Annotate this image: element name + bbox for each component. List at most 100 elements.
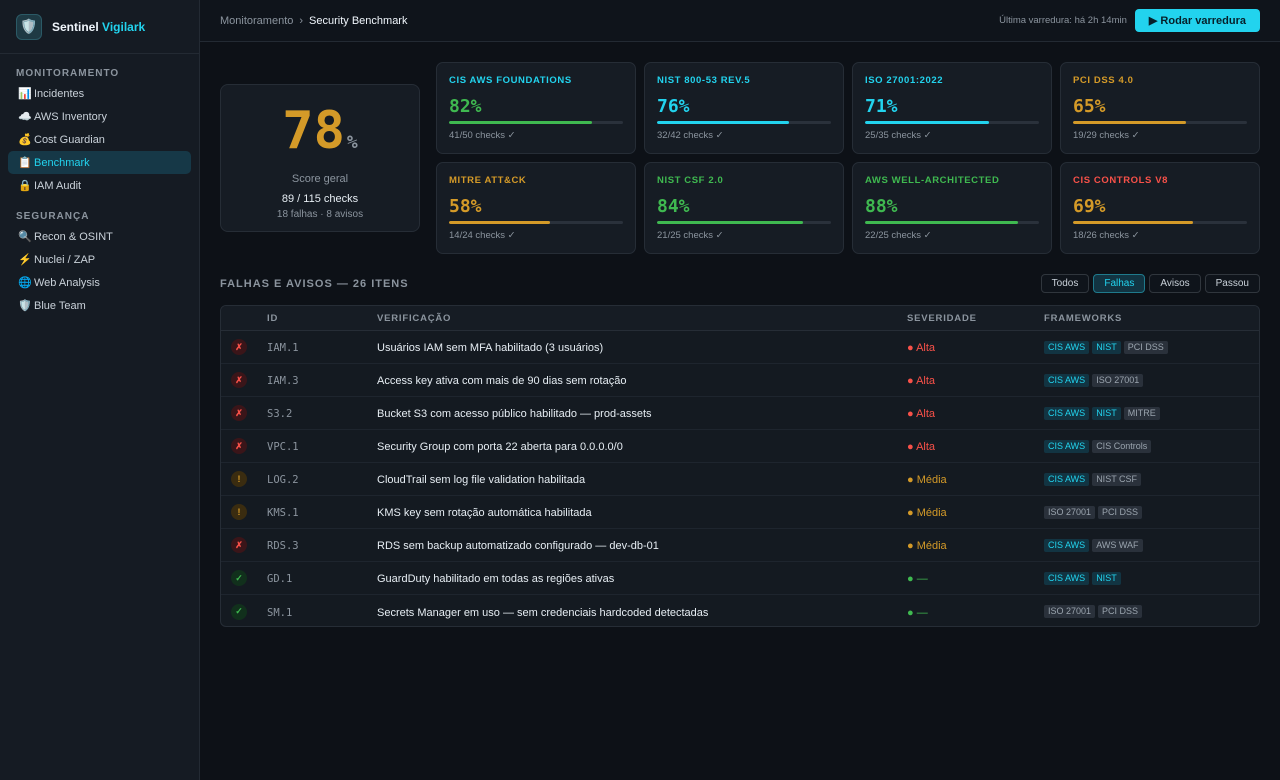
table-row[interactable]: ✗ RDS.3 RDS sem backup automatizado config… <box>221 529 1259 562</box>
frameworks-cell: ISO 27001 PCI DSS <box>1044 605 1259 618</box>
sidebar-item-incidentes[interactable]: 📊 Incidentes <box>8 82 191 105</box>
id-cell: LOG.2 <box>267 472 377 486</box>
fail-x-icon: ✗ <box>231 537 247 553</box>
id-cell: KMS.1 <box>267 505 377 519</box>
id-cell: IAM.3 <box>267 373 377 387</box>
sidebar-item-recon-osint[interactable]: 🔍 Recon & OSINT <box>8 225 191 248</box>
framework-card[interactable]: NIST CSF 2.0 84% 21/25 checks ✓ <box>644 162 844 254</box>
framework-progress-bar <box>865 221 1039 224</box>
framework-card[interactable]: PCI DSS 4.0 65% 19/29 checks ✓ <box>1060 62 1260 154</box>
check-cell: Bucket S3 com acesso público habilitado … <box>377 406 907 420</box>
column-severity[interactable]: SEVERIDADE <box>907 312 977 324</box>
framework-checks: 32/42 checks ✓ <box>657 130 724 141</box>
framework-progress-bar <box>1073 121 1247 124</box>
framework-name: ISO 27001:2022 <box>865 75 944 86</box>
check-id: RDS.3 <box>267 540 299 552</box>
frameworks-cell: ISO 27001 PCI DSS <box>1044 505 1259 519</box>
table-row[interactable]: ✗ S3.2 Bucket S3 com acesso público habili… <box>221 397 1259 430</box>
status-cell: ! <box>221 504 267 520</box>
severity-cell: ● Média <box>907 472 1044 486</box>
table-row[interactable]: ✓ GD.1 GuardDuty habilitado em todas as re… <box>221 562 1259 595</box>
id-cell: S3.2 <box>267 406 377 420</box>
run-scan-button[interactable]: ▶ Rodar varredura <box>1134 9 1260 32</box>
framework-card[interactable]: CIS AWS FOUNDATIONS 82% 41/50 checks ✓ <box>436 62 636 154</box>
framework-tag: NIST CSF <box>1092 472 1142 486</box>
table-row[interactable]: ✓ SM.1 Secrets Manager em uso — sem creden… <box>221 595 1259 626</box>
framework-score: 71% <box>865 96 898 117</box>
sidebar-item-label: Recon & OSINT <box>34 230 113 243</box>
severity-badge: ● Média <box>907 507 947 519</box>
framework-tag: MITRE <box>1123 406 1160 420</box>
status-cell: ✗ <box>221 438 267 454</box>
status-cell: ✗ <box>221 339 267 355</box>
filter-passou[interactable]: Passou <box>1204 274 1260 293</box>
iam-audit-icon: 🔒 <box>18 180 32 192</box>
sidebar-item-blue-team[interactable]: 🛡️ Blue Team <box>8 294 191 317</box>
brand[interactable]: 🛡️ Sentinel Vigilark <box>0 0 199 54</box>
cost-guardian-icon: 💰 <box>18 134 32 146</box>
framework-score: 82% <box>449 96 482 117</box>
framework-name: AWS WELL-ARCHITECTED <box>865 175 1000 186</box>
framework-cards: CIS AWS FOUNDATIONS 82% 41/50 checks ✓ NIST… <box>436 62 1260 254</box>
sidebar-item-iam-audit[interactable]: 🔒 IAM Audit <box>8 174 191 197</box>
framework-tag: CIS Controls <box>1092 439 1152 453</box>
check-description: RDS sem backup automatizado configurado … <box>377 540 659 552</box>
table-row[interactable]: ✗ IAM.3 Access key ativa com mais de 90 di… <box>221 364 1259 397</box>
recon-osint-icon: 🔍 <box>18 231 32 243</box>
web-analysis-icon: 🌐 <box>18 277 32 289</box>
check-id: IAM.1 <box>267 342 299 354</box>
framework-progress-bar <box>657 121 831 124</box>
warning-icon: ! <box>231 504 247 520</box>
framework-checks: 22/25 checks ✓ <box>865 230 932 241</box>
framework-card[interactable]: ISO 27001:2022 71% 25/35 checks ✓ <box>852 62 1052 154</box>
severity-cell: ● Alta <box>907 340 1044 354</box>
column-frameworks: FRAMEWORKS <box>1044 312 1123 324</box>
fail-x-icon: ✗ <box>231 438 247 454</box>
framework-tag: CIS AWS <box>1044 538 1090 552</box>
table-row[interactable]: ✗ VPC.1 Security Group com porta 22 aberta… <box>221 430 1259 463</box>
framework-name: PCI DSS 4.0 <box>1073 75 1134 86</box>
table-row[interactable]: ! LOG.2 CloudTrail sem log file validation… <box>221 463 1259 496</box>
filter-todos[interactable]: Todos <box>1040 274 1090 293</box>
severity-badge: ● Alta <box>907 342 936 354</box>
check-icon: ✓ <box>231 570 247 586</box>
warning-icon: ! <box>231 471 247 487</box>
sidebar-item-label: AWS Inventory <box>34 110 107 123</box>
framework-name: NIST CSF 2.0 <box>657 175 724 186</box>
breadcrumb-parent[interactable]: Monitoramento <box>220 14 294 27</box>
severity-badge: ● Alta <box>907 408 936 420</box>
filter-falhas[interactable]: Falhas <box>1093 274 1146 293</box>
severity-badge: ● Alta <box>907 441 936 453</box>
header-actions: Última varredura: há 2h 14min ▶ Rodar va… <box>999 9 1260 32</box>
column-check[interactable]: VERIFICAÇÃO <box>377 312 452 324</box>
check-id: VPC.1 <box>267 441 299 453</box>
table-row[interactable]: ✗ IAM.1 Usuários IAM sem MFA habilitado (3… <box>221 331 1259 364</box>
framework-progress-fill <box>449 221 550 224</box>
overall-score-summary: 18 falhas · 8 avisos <box>276 209 364 220</box>
brand-name: Sentinel Vigilark <box>52 20 145 34</box>
framework-progress-fill <box>1073 221 1194 224</box>
column-id[interactable]: ID <box>267 312 279 324</box>
check-cell: GuardDuty habilitado em todas as regiões… <box>377 571 907 585</box>
id-cell: VPC.1 <box>267 439 377 453</box>
framework-card[interactable]: CIS CONTROLS V8 69% 18/26 checks ✓ <box>1060 162 1260 254</box>
sidebar-item-cost-guardian[interactable]: 💰 Cost Guardian <box>8 128 191 151</box>
framework-card[interactable]: NIST 800-53 REV.5 76% 32/42 checks ✓ <box>644 62 844 154</box>
check-id: S3.2 <box>267 408 293 420</box>
framework-card[interactable]: MITRE ATT&CK 58% 14/24 checks ✓ <box>436 162 636 254</box>
framework-tag: AWS WAF <box>1092 538 1143 552</box>
benchmark-icon: 📋 <box>18 157 32 169</box>
status-cell: ! <box>221 471 267 487</box>
sidebar-item-aws-inventory[interactable]: ☁️ AWS Inventory <box>8 105 191 128</box>
framework-card[interactable]: AWS WELL-ARCHITECTED 88% 22/25 checks ✓ <box>852 162 1052 254</box>
check-description: Usuários IAM sem MFA habilitado (3 usuár… <box>377 342 604 354</box>
filter-avisos[interactable]: Avisos <box>1149 274 1201 293</box>
sidebar-item-benchmark[interactable]: 📋 Benchmark <box>8 151 191 174</box>
framework-progress-fill <box>657 121 790 124</box>
sidebar-item-label: IAM Audit <box>34 179 82 192</box>
sidebar-item-nuclei-zap[interactable]: ⚡ Nuclei / ZAP <box>8 248 191 271</box>
table-row[interactable]: ! KMS.1 KMS key sem rotação automática hab… <box>221 496 1259 529</box>
frameworks-cell: CIS AWS ISO 27001 <box>1044 373 1259 387</box>
overall-score: 78% <box>221 103 419 171</box>
sidebar-item-web-analysis[interactable]: 🌐 Web Analysis <box>8 271 191 294</box>
